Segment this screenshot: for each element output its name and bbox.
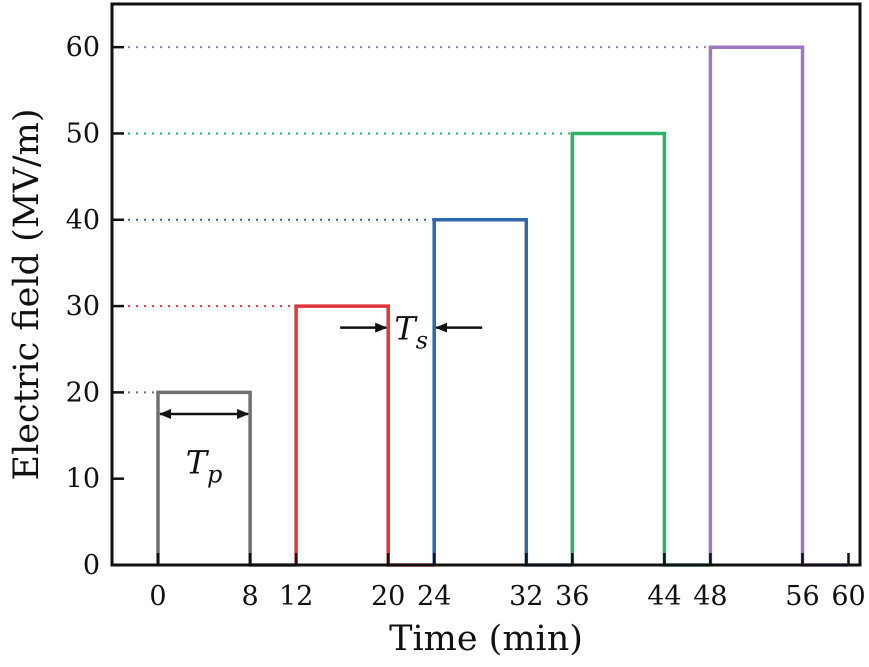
x-tick-label: 0	[149, 581, 166, 612]
x-tick-label: 8	[241, 581, 258, 612]
x-axis-title: Time (min)	[389, 619, 583, 659]
series-line	[708, 45, 849, 567]
tick-labels: 0 8 12 20 24 32 36 44 48 56 60 0 10 20 30 40 50 60	[66, 32, 866, 612]
ticks	[112, 45, 850, 567]
tp-label: Tp	[186, 443, 223, 488]
x-tick-label: 60	[831, 581, 865, 612]
y-tick-label: 60	[66, 32, 100, 63]
x-tick-label: 12	[279, 581, 313, 612]
x-tick-label: 36	[555, 581, 589, 612]
x-tick-label: 24	[417, 581, 451, 612]
series-line	[156, 390, 297, 567]
series-line	[432, 218, 573, 567]
series-line	[570, 131, 711, 567]
plot-frame	[110, 2, 862, 567]
reference-lines	[112, 46, 711, 394]
x-tick-label: 32	[509, 581, 543, 612]
y-tick-label: 0	[83, 550, 100, 581]
series-group	[156, 45, 849, 567]
y-tick-label: 10	[66, 464, 100, 495]
y-tick-label: 50	[66, 118, 100, 149]
ts-label: Ts	[394, 310, 428, 355]
annotations: Tp Ts	[159, 310, 483, 488]
y-tick-label: 20	[66, 377, 100, 408]
x-tick-label: 48	[693, 581, 727, 612]
x-tick-label: 56	[785, 581, 819, 612]
y-tick-label: 30	[66, 291, 100, 322]
y-tick-label: 40	[66, 205, 100, 236]
y-axis-title: Electric field (MV/m)	[7, 109, 47, 481]
x-tick-label: 44	[647, 581, 681, 612]
x-tick-label: 20	[371, 581, 405, 612]
